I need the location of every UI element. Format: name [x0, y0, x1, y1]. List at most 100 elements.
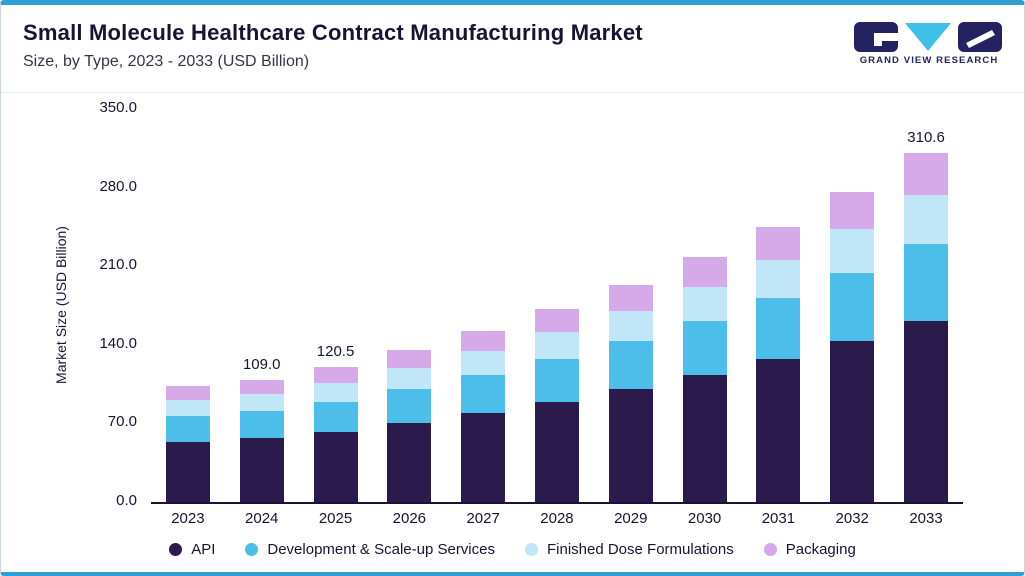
- bar-segment-api: [534, 401, 579, 502]
- stacked-bar: [239, 379, 284, 502]
- bar-value-label: 109.0: [242, 355, 281, 373]
- legend-item-api: API: [169, 541, 215, 558]
- y-axis-tick-labels: 0.0 70.0 140.0 210.0 280.0 350.0: [1, 99, 137, 509]
- bar-segment-finished-dose-formulations: [387, 368, 432, 390]
- bar-group-2023: [151, 109, 225, 502]
- y-tick-label: 70.0: [107, 413, 137, 431]
- bar-segment-packaging: [534, 309, 579, 333]
- x-tick-label: 2027: [466, 510, 500, 527]
- plot-area: 109.0 120.5 310.6: [151, 109, 963, 504]
- bar-segment-development-scale-up-services: [756, 298, 801, 359]
- bar-segment-api: [313, 431, 358, 502]
- bar-value-label: 310.6: [907, 129, 945, 147]
- bar-segment-development-scale-up-services: [165, 416, 210, 442]
- y-tick-label: 0.0: [116, 492, 137, 509]
- stacked-bar: [534, 309, 579, 502]
- legend-swatch: [245, 543, 259, 556]
- bar-value-label: 120.5: [316, 342, 355, 360]
- bar-segment-packaging: [608, 284, 653, 311]
- chart-subtitle: Size, by Type, 2023 - 2033 (USD Billion): [23, 53, 310, 70]
- x-tick-label: 2031: [761, 510, 796, 527]
- bar-segment-api: [682, 374, 727, 502]
- bar-group-2026: [372, 109, 446, 502]
- legend-item-packaging: Packaging: [763, 541, 856, 558]
- legend-swatch: [763, 543, 777, 556]
- bar-segment-packaging: [682, 257, 727, 287]
- bar-segment-development-scale-up-services: [534, 359, 579, 402]
- y-tick-label: 140.0: [99, 334, 137, 352]
- logo-text: GRAND VIEW RESEARCH: [859, 55, 999, 66]
- legend-label: API: [191, 541, 216, 558]
- x-tick-label: 2030: [687, 510, 722, 527]
- bar-segment-development-scale-up-services: [239, 411, 284, 439]
- stacked-bar: [682, 257, 727, 502]
- bars-container: 109.0 120.5 310.6: [151, 109, 963, 502]
- bar-group-2030: [668, 109, 742, 502]
- bar-segment-finished-dose-formulations: [534, 332, 579, 360]
- bar-segment-development-scale-up-services: [682, 321, 727, 375]
- bar-segment-finished-dose-formulations: [165, 400, 210, 417]
- y-tick-label: 350.0: [99, 99, 137, 116]
- bar-segment-development-scale-up-services: [313, 401, 358, 432]
- bar-segment-api: [239, 438, 284, 502]
- legend: API Development & Scale-up Services Finish…: [1, 541, 1024, 558]
- legend-swatch: [169, 543, 183, 556]
- chart-title: Small Molecule Healthcare Contract Manuf…: [23, 20, 643, 45]
- y-tick-label: 280.0: [99, 177, 137, 195]
- bar-segment-development-scale-up-services: [387, 389, 432, 423]
- stacked-bar: [904, 153, 949, 502]
- bar-segment-finished-dose-formulations: [904, 195, 949, 244]
- bar-group-2024: 109.0: [225, 109, 299, 502]
- bar-segment-api: [830, 340, 875, 502]
- x-tick-label: 2023: [171, 510, 205, 527]
- bar-segment-development-scale-up-services: [461, 375, 506, 413]
- bar-segment-development-scale-up-services: [608, 341, 653, 390]
- bar-segment-api: [461, 412, 506, 502]
- bar-segment-packaging: [904, 153, 949, 196]
- legend-item-finished-dose-formulations: Finished Dose Formulations: [524, 541, 734, 558]
- bar-group-2033: 310.6: [889, 109, 963, 502]
- x-tick-label: 2025: [318, 510, 353, 527]
- bar-group-2027: [446, 109, 520, 502]
- bar-group-2032: [815, 109, 889, 502]
- bar-segment-finished-dose-formulations: [830, 229, 875, 273]
- legend-swatch: [524, 543, 538, 556]
- bar-segment-packaging: [756, 226, 801, 260]
- bar-segment-finished-dose-formulations: [313, 382, 358, 402]
- bar-segment-development-scale-up-services: [830, 272, 875, 341]
- bar-segment-api: [387, 422, 432, 502]
- stacked-bar: [756, 226, 801, 502]
- legend-item-development-scale-up-services: Development & Scale-up Services: [245, 541, 495, 558]
- legend-label: Finished Dose Formulations: [546, 541, 734, 558]
- x-tick-label: 2028: [540, 510, 574, 527]
- stacked-bar: [313, 366, 358, 502]
- bar-segment-packaging: [461, 330, 506, 352]
- bar-segment-packaging: [239, 379, 284, 395]
- x-tick-label: 2033: [909, 510, 943, 527]
- legend-label: Packaging: [785, 541, 856, 558]
- chart-header: Small Molecule Healthcare Contract Manuf…: [1, 5, 1024, 93]
- stacked-bar: [461, 330, 506, 502]
- x-tick-label: 2032: [835, 510, 869, 527]
- x-tick-label: 2029: [614, 510, 648, 527]
- stacked-bar: [830, 192, 875, 502]
- bar-segment-finished-dose-formulations: [239, 394, 284, 412]
- bar-segment-finished-dose-formulations: [682, 286, 727, 322]
- legend-label: Development & Scale-up Services: [267, 541, 495, 558]
- bar-group-2029: [594, 109, 668, 502]
- bar-segment-packaging: [387, 349, 432, 369]
- stacked-bar: [165, 386, 210, 502]
- bar-segment-packaging: [165, 386, 210, 401]
- bar-segment-development-scale-up-services: [904, 243, 949, 321]
- y-tick-label: 210.0: [99, 256, 137, 274]
- bar-segment-finished-dose-formulations: [608, 310, 653, 342]
- stacked-bar: [387, 349, 432, 502]
- bar-segment-packaging: [313, 366, 358, 383]
- bar-segment-packaging: [830, 192, 875, 230]
- bar-group-2025: 120.5: [299, 109, 373, 502]
- x-axis-tick-labels: 2023 2024 2025 2026 2027 2028 2029 2030 2031 2032…: [151, 510, 963, 527]
- bar-segment-finished-dose-formulations: [461, 351, 506, 376]
- logo-mark-icon: [854, 22, 1002, 52]
- stacked-bar: [608, 284, 653, 502]
